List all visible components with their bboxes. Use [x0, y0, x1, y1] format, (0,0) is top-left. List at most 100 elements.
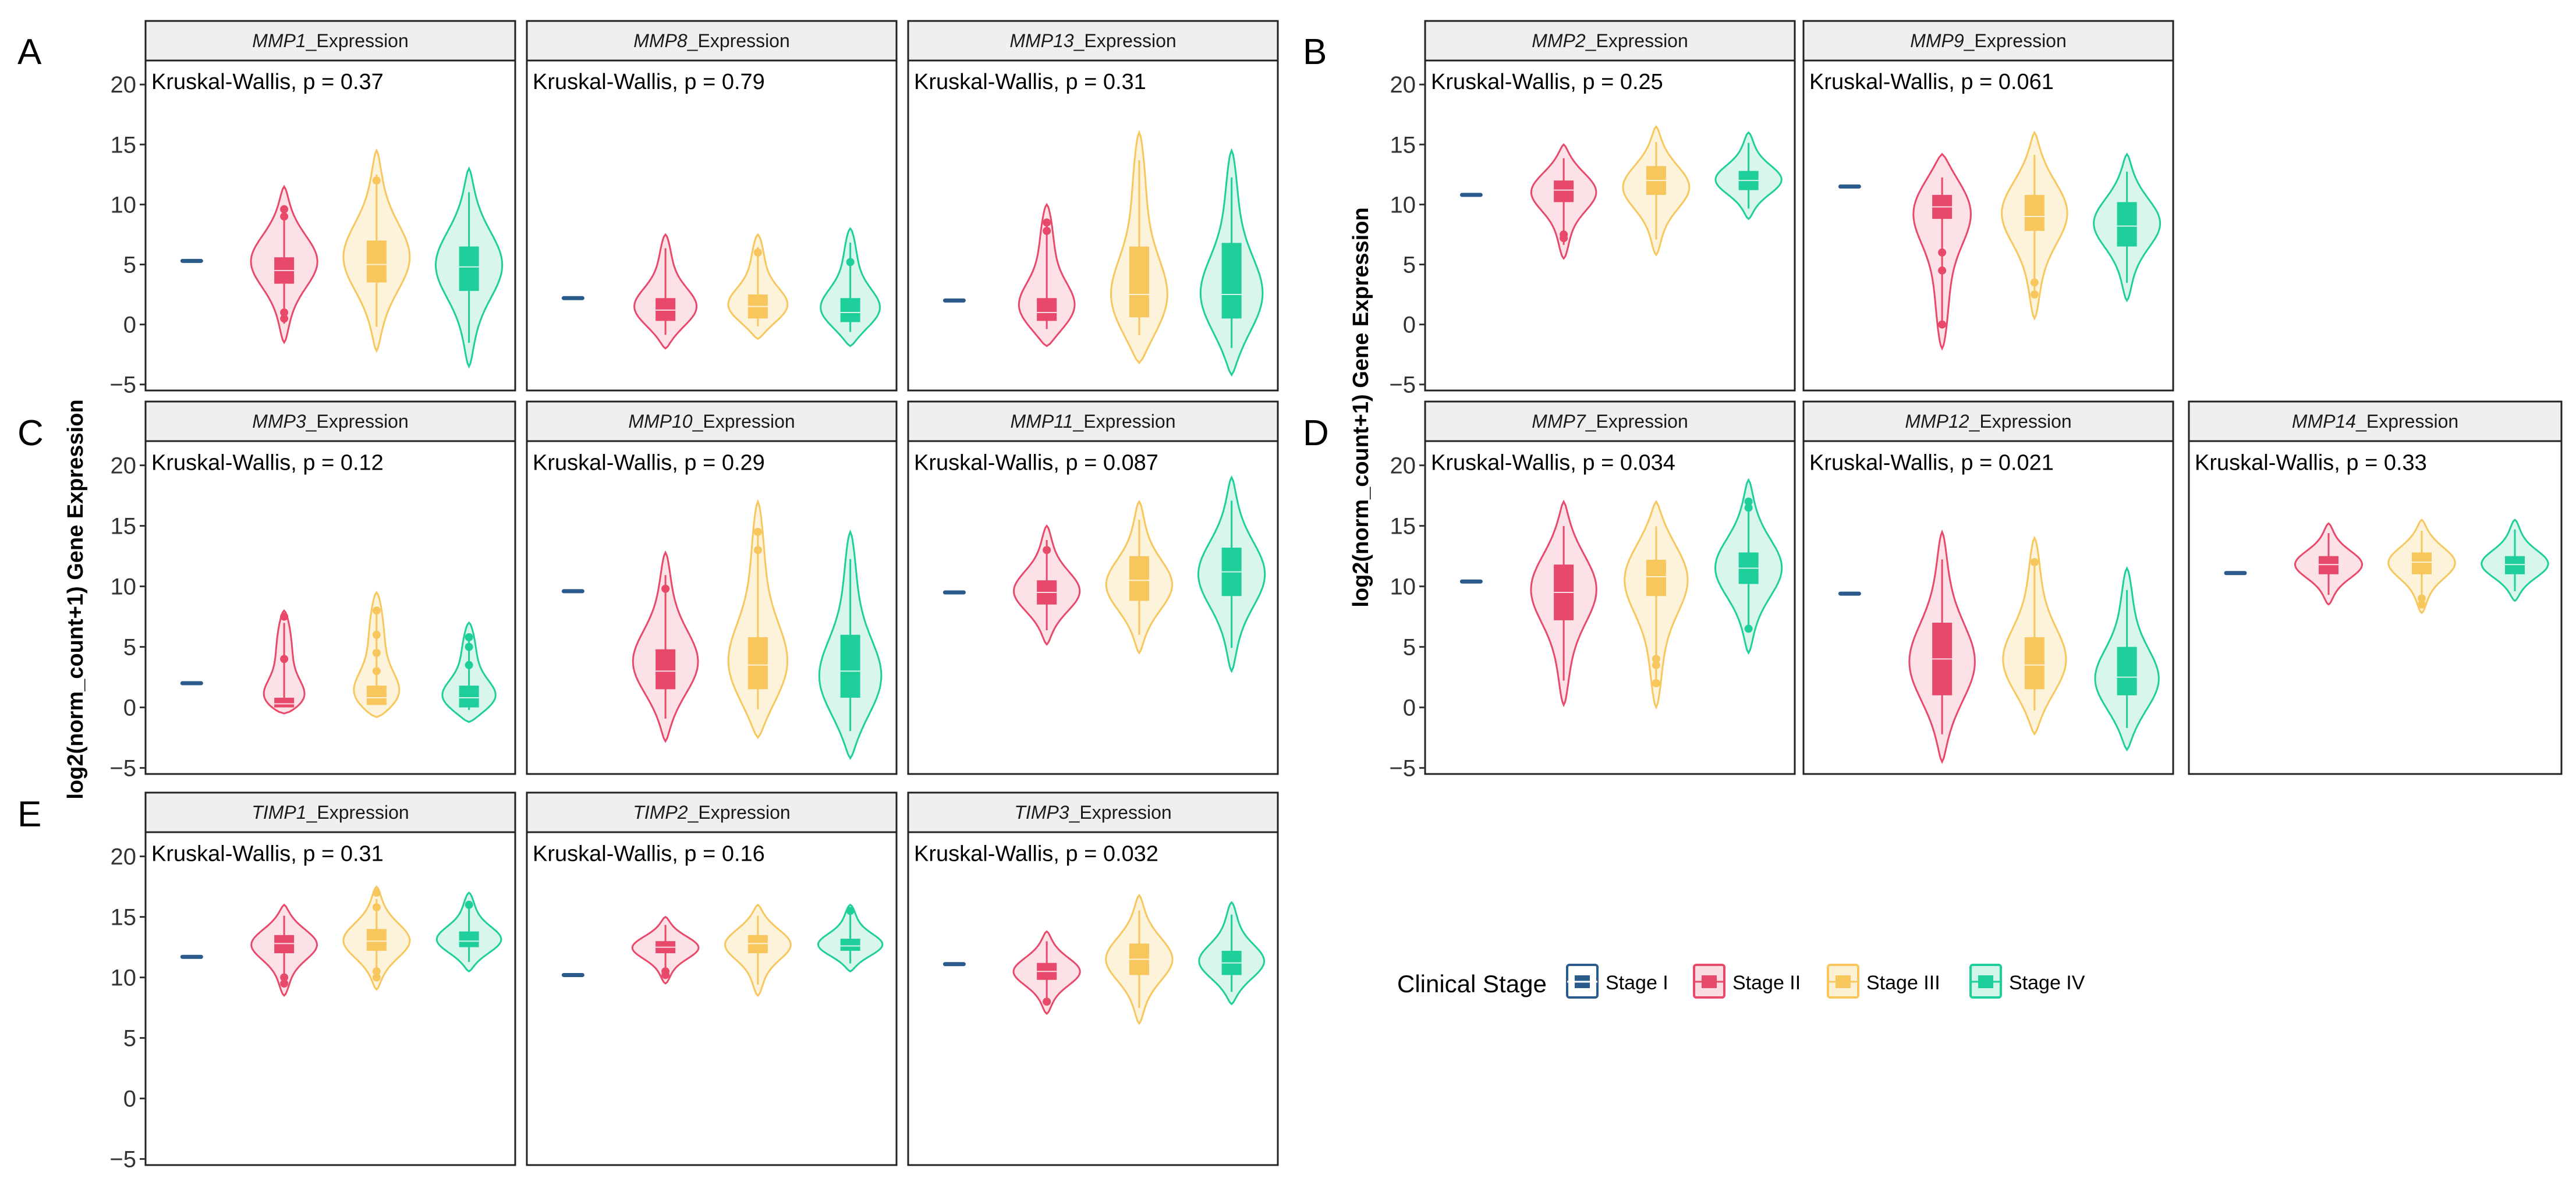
pval-label-c1: Kruskal-Wallis, p = 0.12	[151, 450, 384, 475]
legend-item-stage-3: Stage III	[1827, 964, 1940, 999]
strip-gene-e1: TIMP1	[251, 802, 306, 823]
frame-e1	[144, 831, 516, 1166]
frame-e3	[907, 831, 1279, 1166]
strip-suffix-d3: _Expression	[2355, 411, 2458, 432]
outlier-d3-stage-3-0	[2418, 600, 2426, 609]
outlier-d1-stage-3-1	[1652, 661, 1660, 669]
pval-label-a1: Kruskal-Wallis, p = 0.37	[151, 70, 384, 94]
pval-label-e2: Kruskal-Wallis, p = 0.16	[533, 841, 765, 866]
box-d3-stage-4	[2505, 556, 2525, 574]
outlier-b1-stage-2-1	[1560, 230, 1568, 239]
panel-d3: MMP14_Expression Kruskal-Wallis, p = 0.33	[2188, 400, 2563, 775]
strip-label-c1: MMP3_Expression	[252, 411, 409, 432]
strip-label-a3: MMP13_Expression	[1009, 30, 1176, 51]
outlier-e2-stage-4-0	[846, 907, 855, 915]
strip-suffix-c1: _Expression	[306, 411, 409, 432]
y-tick-label-a1-4: 15	[111, 132, 137, 158]
box-e1-stage-2	[274, 935, 295, 953]
strip-gene-c1: MMP3	[252, 411, 306, 432]
strip-a1	[144, 20, 516, 62]
y-tick-label-d1-2: 5	[1403, 635, 1416, 661]
y-tick-label-d1-3: 10	[1390, 574, 1416, 600]
strip-gene-a3: MMP13	[1009, 30, 1073, 51]
outlier-c1-stage-4-2	[465, 633, 473, 641]
y-tick-label-a1-1: 0	[123, 313, 136, 338]
frame-d2	[1802, 440, 2174, 775]
y-tick-label-c1-0: −5	[109, 756, 136, 782]
outlier-c2-stage-2-0	[661, 584, 670, 593]
y-tick-label-a1-0: −5	[109, 372, 136, 398]
box-b2-stage-3	[2024, 194, 2044, 231]
strip-label-d2: MMP12_Expression	[1905, 411, 2071, 432]
strip-suffix-d1: _Expression	[1585, 411, 1688, 432]
frame-b1	[1424, 59, 1796, 392]
box-a3-stage-2	[1037, 298, 1057, 321]
pval-label-d2: Kruskal-Wallis, p = 0.021	[1809, 450, 2054, 475]
box-d3-stage-3	[2412, 552, 2432, 574]
outlier-e1-stage-4-0	[465, 900, 473, 909]
strip-label-b1: MMP2_Expression	[1532, 30, 1688, 51]
panel-e2: TIMP2_Expression Kruskal-Wallis, p = 0.16	[526, 791, 898, 1166]
legend-item-stage-1: Stage I	[1566, 964, 1668, 999]
outlier-c2-stage-3-0	[753, 546, 762, 555]
panel-a3: MMP13_Expression Kruskal-Wallis, p = 0.31	[907, 20, 1279, 392]
strip-suffix-a2: _Expression	[687, 30, 790, 51]
outlier-e1-stage-3-3	[372, 889, 381, 897]
strip-suffix-a1: _Expression	[306, 30, 409, 51]
box-c2-stage-2	[655, 649, 676, 690]
outlier-b2-stage-3-1	[2030, 278, 2039, 287]
panel-letter-e: E	[17, 794, 41, 835]
strip-gene-a2: MMP8	[633, 30, 688, 51]
strip-label-c3: MMP11_Expression	[1011, 411, 1176, 432]
panel-letter-c: C	[17, 413, 44, 453]
y-tick-label-b1-2: 5	[1403, 253, 1416, 278]
outlier-e3-stage-2-0	[1043, 997, 1051, 1006]
pval-label-d1: Kruskal-Wallis, p = 0.034	[1431, 450, 1675, 475]
y-tick-label-c1-5: 20	[111, 453, 137, 479]
strip-c3	[907, 400, 1279, 442]
outlier-b2-stage-2-0	[1938, 320, 1947, 329]
pval-label-e3: Kruskal-Wallis, p = 0.032	[914, 841, 1158, 866]
strip-label-e1: TIMP1_Expression	[251, 802, 409, 823]
box-c1-stage-3	[366, 686, 387, 705]
panel-c2: MMP10_Expression Kruskal-Wallis, p = 0.29	[526, 400, 898, 775]
panel-b1: MMP2_Expression −5 0 5 10 15 20 Kruskal-Wallis,…	[1389, 20, 1796, 398]
y-tick-label-d1-4: 15	[1390, 514, 1416, 539]
strip-label-e3: TIMP3_Expression	[1014, 802, 1171, 823]
panel-d1: MMP7_Expression −5 0 5 10 15 20 Kruskal-Wallis,…	[1389, 400, 1796, 782]
outlier-c1-stage-3-0	[372, 667, 381, 676]
panel-letter-d: D	[1303, 413, 1329, 453]
y-axis-title-left: log2(norm_count+1) Gene Expression	[63, 399, 88, 799]
outlier-d1-stage-4-1	[1744, 503, 1753, 512]
box-b2-stage-4	[2117, 202, 2137, 247]
legend-title: Clinical Stage	[1397, 970, 1547, 997]
panel-letter-a: A	[17, 32, 42, 72]
panel-b2: MMP9_Expression Kruskal-Wallis, p = 0.061	[1802, 20, 2174, 392]
y-tick-label-b1-3: 10	[1390, 192, 1416, 218]
strip-suffix-b2: _Expression	[1964, 30, 2067, 51]
strip-suffix-d2: _Expression	[1969, 411, 2072, 432]
strip-d1	[1424, 400, 1796, 442]
legend-label-stage-1: Stage I	[1606, 972, 1668, 994]
outlier-e2-stage-2-1	[661, 967, 670, 976]
pval-label-a2: Kruskal-Wallis, p = 0.79	[533, 70, 765, 94]
strip-b1	[1424, 20, 1796, 62]
panel-a2: MMP8_Expression Kruskal-Wallis, p = 0.79	[526, 20, 898, 392]
y-tick-label-e1-4: 15	[111, 905, 137, 931]
panel-d2: MMP12_Expression Kruskal-Wallis, p = 0.02…	[1802, 400, 2174, 775]
box-c1-stage-2	[274, 697, 295, 708]
legend-label-stage-2: Stage II	[1732, 972, 1801, 994]
strip-gene-d1: MMP7	[1532, 411, 1586, 432]
strip-gene-b1: MMP2	[1532, 30, 1586, 51]
y-tick-label-c1-2: 5	[123, 635, 136, 661]
strip-gene-e2: TIMP2	[633, 802, 688, 823]
panel-letter-b: B	[1303, 32, 1327, 72]
legend-item-stage-2: Stage II	[1693, 964, 1801, 999]
strip-suffix-c3: _Expression	[1072, 411, 1175, 432]
y-tick-label-e1-3: 10	[111, 965, 137, 991]
y-tick-label-c1-1: 0	[123, 695, 136, 721]
outlier-a3-stage-2-1	[1043, 218, 1051, 227]
strip-suffix-b1: _Expression	[1585, 30, 1688, 51]
outlier-c1-stage-3-3	[372, 606, 381, 615]
